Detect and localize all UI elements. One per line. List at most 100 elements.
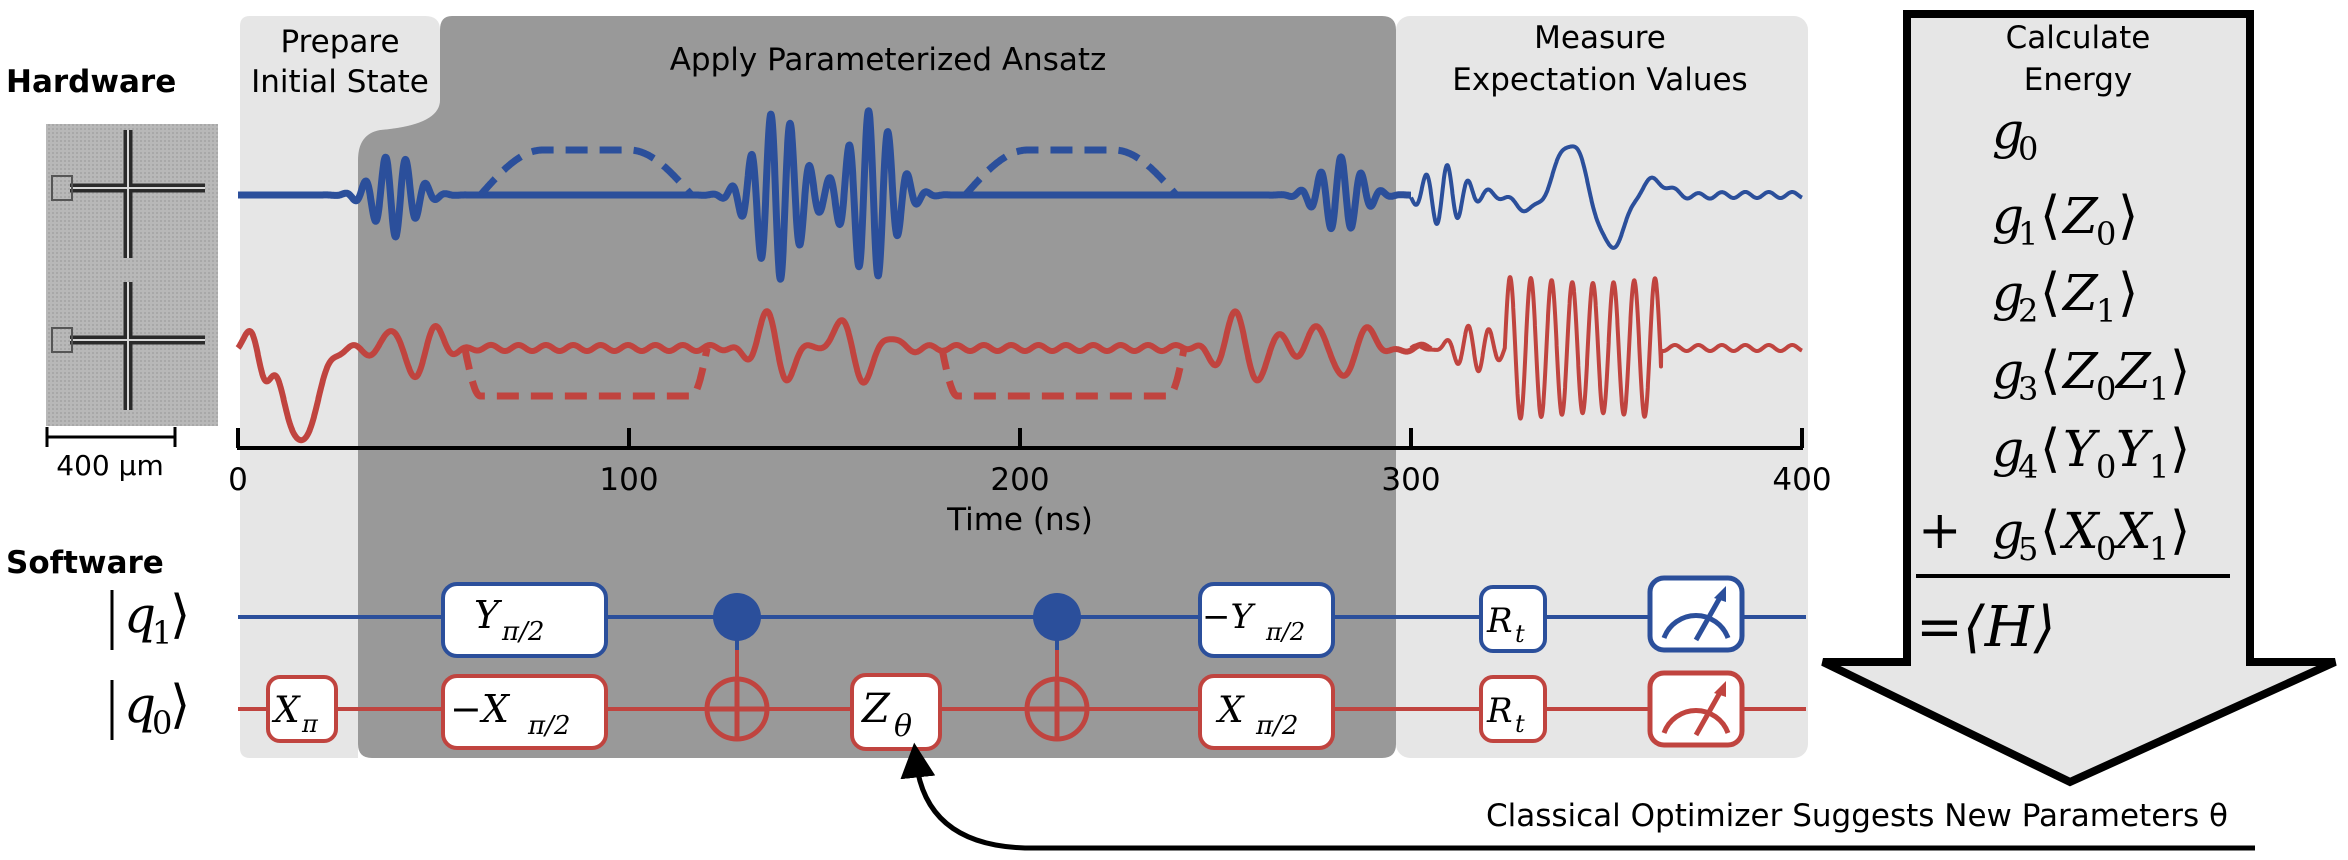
energy-term-2-sub: 2 xyxy=(2018,292,2038,330)
svg-text:0: 0 xyxy=(2096,370,2116,408)
gate-neg-x-pi2: −X π/2 xyxy=(441,674,608,750)
chip-micrograph xyxy=(46,124,218,426)
svg-text:⟩: ⟩ xyxy=(170,585,190,645)
energy-term-1-sub: 1 xyxy=(2018,215,2038,253)
gate-x-pi2: X π/2 xyxy=(1198,674,1335,750)
gate-x-pi-base: X xyxy=(271,690,301,731)
gate-x-pi-sub: π xyxy=(301,710,319,738)
q0-drive-waveform xyxy=(235,308,1434,444)
svg-text:1: 1 xyxy=(2096,292,2116,330)
prepare-panel xyxy=(240,16,440,758)
svg-text:Z: Z xyxy=(2114,342,2152,400)
gate-y-pi2: Y π/2 xyxy=(441,582,608,658)
q1-drive-waveform xyxy=(234,107,1415,283)
ket-q1-letter: q xyxy=(124,586,156,644)
gate-x-pi2-sub: π/2 xyxy=(1255,711,1298,741)
measure-title-line2: Expectation Values xyxy=(1452,62,1747,98)
time-tick-label-100: 100 xyxy=(599,462,658,498)
energy-term-5-coef: g xyxy=(1992,502,2024,560)
q1-readout-waveform xyxy=(1409,144,1804,250)
waveforms xyxy=(234,107,1804,444)
software-label: Software xyxy=(6,545,164,581)
cnot1-control xyxy=(713,593,761,641)
svg-text:⟨: ⟨ xyxy=(2040,501,2060,561)
svg-text:1: 1 xyxy=(2149,448,2169,486)
gate-z-theta-sub: θ xyxy=(894,709,912,744)
energy-term-0: g 0 xyxy=(1992,102,2038,168)
energy-term-2: g 2 ⟨ Z 1 ⟩ xyxy=(1992,263,2138,330)
meter-q0-icon xyxy=(1647,670,1745,748)
svg-text:0: 0 xyxy=(2096,530,2116,568)
plus-sign: + xyxy=(1918,501,1962,561)
svg-text:Z: Z xyxy=(2061,342,2099,400)
gate-rt-q0-sub: t xyxy=(1515,710,1525,738)
energy-term-4-sub: 4 xyxy=(2018,448,2038,486)
energy-term-3-coef: g xyxy=(1992,342,2024,400)
ansatz-title: Apply Parameterized Ansatz xyxy=(670,42,1107,78)
svg-text:⟩: ⟩ xyxy=(2118,263,2138,323)
energy-term-4-coef: g xyxy=(1992,420,2024,478)
time-tick-label-0: 0 xyxy=(228,462,248,498)
gate-rt-q0-base: R xyxy=(1486,691,1513,731)
prepare-title-line1: Prepare xyxy=(280,24,399,60)
gate-x-pi2-base: X xyxy=(1215,690,1245,731)
cnot2-control xyxy=(1033,593,1081,641)
energy-term-1-coef: g xyxy=(1992,187,2024,245)
gate-x-pi: X π xyxy=(266,675,338,743)
gate-rt-q1-base: R xyxy=(1486,601,1513,641)
gate-neg-y-pi2-sub: π/2 xyxy=(1265,618,1305,646)
feedback-label: Classical Optimizer Suggests New Paramet… xyxy=(1486,798,2228,834)
svg-text:⟨: ⟨ xyxy=(2040,341,2060,401)
gate-rt-q1-sub: t xyxy=(1515,620,1525,648)
svg-text:Z: Z xyxy=(2061,187,2099,245)
scale-bar-label: 400 µm xyxy=(56,449,163,482)
energy-title-line1: Calculate xyxy=(2006,20,2151,56)
energy-term-3-sub: 3 xyxy=(2018,370,2038,408)
svg-text:1: 1 xyxy=(2149,530,2169,568)
cnot2-target xyxy=(1024,676,1090,742)
energy-term-3: g 3 ⟨ Z 0 Z 1 ⟩ xyxy=(1992,341,2190,408)
ket-q0-letter: q xyxy=(124,676,156,734)
gate-neg-x-pi2-sub: π/2 xyxy=(527,711,570,741)
energy-term-5-sub: 5 xyxy=(2018,530,2038,568)
svg-text:Y: Y xyxy=(2063,420,2100,478)
ket-q1-sub: 1 xyxy=(152,614,172,652)
svg-text:X: X xyxy=(2112,502,2154,560)
scale-bar xyxy=(45,427,177,447)
ket-q0-sub: 0 xyxy=(152,704,172,742)
energy-term-5: + g 5 ⟨ X 0 X 1 ⟩ xyxy=(1918,501,2190,568)
time-tick-label-300: 300 xyxy=(1381,462,1440,498)
energy-title-line2: Energy xyxy=(2024,62,2133,98)
svg-text:0: 0 xyxy=(2096,448,2116,486)
meter-q1-icon xyxy=(1647,575,1745,653)
q0-flux-pulse-1 xyxy=(461,347,711,400)
energy-term-2-coef: g xyxy=(1992,264,2024,322)
gate-y-pi2-base: Y xyxy=(474,593,503,637)
svg-text:⟨: ⟨ xyxy=(2040,263,2060,323)
energy-term-0-coef: g xyxy=(1992,102,2024,160)
svg-text:⟨: ⟨ xyxy=(2040,419,2060,479)
time-axis xyxy=(236,428,1804,450)
gate-neg-y-pi2-base: −Y xyxy=(1202,597,1256,637)
ansatz-panel xyxy=(358,16,1396,758)
energy-arrow xyxy=(1821,10,2337,787)
gate-z-theta-base: Z xyxy=(860,686,891,732)
svg-text:Y: Y xyxy=(2116,420,2153,478)
q1-flux-pulse-1 xyxy=(477,146,695,198)
svg-text:⟨: ⟨ xyxy=(2040,186,2060,246)
svg-text:0: 0 xyxy=(2096,215,2116,253)
ket-q1: q 1 ⟩ xyxy=(110,585,190,652)
q1-flux-pulse-2 xyxy=(962,146,1180,198)
time-tick-label-400: 400 xyxy=(1772,462,1831,498)
svg-text:X: X xyxy=(2059,502,2101,560)
ket-q0: q 0 ⟩ xyxy=(110,675,190,742)
svg-text:⟩: ⟩ xyxy=(2170,341,2190,401)
time-axis-label: Time (ns) xyxy=(946,502,1093,538)
measure-title-line1: Measure xyxy=(1534,20,1666,56)
cnot1-target xyxy=(704,676,770,742)
energy-result: =⟨H⟩ xyxy=(1916,595,2055,660)
svg-text:Z: Z xyxy=(2061,264,2099,322)
svg-text:⟩: ⟩ xyxy=(2170,501,2190,561)
gate-rt-q0: R t xyxy=(1479,675,1547,743)
